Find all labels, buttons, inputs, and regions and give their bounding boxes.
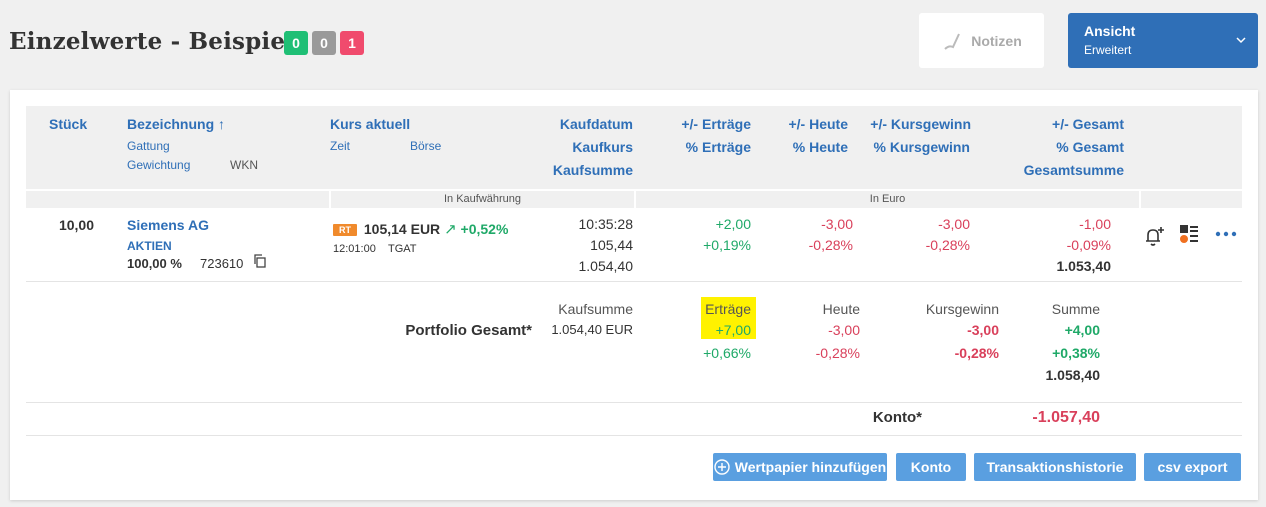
row-name-link[interactable]: Siemens AG xyxy=(127,217,209,233)
sum-pct-kursgewinn: -0,28% xyxy=(954,345,999,361)
row-kursgewinn: -3,00 xyxy=(938,216,970,232)
row-zeit: 12:01:00 xyxy=(333,243,376,255)
sub-gattung[interactable]: Gattung xyxy=(127,139,170,153)
konto-button[interactable]: Konto xyxy=(896,453,966,481)
sub-wkn: WKN xyxy=(230,158,258,172)
col-ertraege[interactable]: +/- Erträge xyxy=(681,116,751,132)
sum-kursgewinn: -3,00 xyxy=(967,322,999,338)
col-gesamtsumme[interactable]: Gesamtsumme xyxy=(1023,162,1124,178)
plus-circle-icon xyxy=(714,459,730,475)
badge-green[interactable]: 0 xyxy=(284,31,308,55)
sub-zeit[interactable]: Zeit xyxy=(330,139,351,153)
arrow-up-right-icon: ↗ xyxy=(444,221,457,238)
more-options-icon[interactable] xyxy=(1214,222,1238,246)
sum-kursgewinn-label: Kursgewinn xyxy=(925,301,999,317)
sum-summe: +4,00 xyxy=(1064,322,1100,338)
row-ertraege: +2,00 xyxy=(715,216,751,232)
transaction-history-button[interactable]: Transaktionshistorie xyxy=(974,453,1136,481)
col-kaufdatum[interactable]: Kaufdatum xyxy=(559,116,633,132)
realtime-badge: RT xyxy=(333,224,357,237)
sub-gewichtung[interactable]: Gewichtung xyxy=(127,158,191,172)
view-value: Erweitert xyxy=(1084,43,1132,57)
sum-kaufsumme: 1.054,40 EUR xyxy=(551,322,633,337)
row-boerse: TGAT xyxy=(388,243,417,255)
band-euro: In Euro xyxy=(636,191,1139,208)
badge-red[interactable]: 1 xyxy=(340,31,364,55)
col-stueck[interactable]: Stück xyxy=(49,116,88,132)
konto-value: -1.057,40 xyxy=(1032,409,1100,426)
row-pct-heute: -0,28% xyxy=(808,237,853,253)
watchlist-icon[interactable] xyxy=(1177,222,1201,246)
col-kursgewinn[interactable]: +/- Kursgewinn xyxy=(870,116,971,132)
sub-boerse[interactable]: Börse xyxy=(410,139,442,153)
row-gewichtung: 100,00 % xyxy=(127,256,182,271)
band-empty-left xyxy=(26,191,329,208)
view-dropdown[interactable]: Ansicht Erweitert xyxy=(1068,13,1258,68)
col-pct-ertraege[interactable]: % Erträge xyxy=(685,139,751,155)
col-pct-kursgewinn[interactable]: % Kursgewinn xyxy=(873,139,970,155)
sum-ertraege-label: Erträge xyxy=(705,301,751,317)
sum-heute-label: Heute xyxy=(822,301,860,317)
col-bezeichnung[interactable]: Bezeichnung ↑ xyxy=(127,116,226,132)
konto-label: Konto* xyxy=(872,409,922,426)
col-kaufkurs[interactable]: Kaufkurs xyxy=(572,139,633,155)
col-heute[interactable]: +/- Heute xyxy=(788,116,848,132)
add-security-label: Wertpapier hinzufügen xyxy=(734,459,887,475)
row-pct-gesamt: -0,09% xyxy=(1066,237,1111,253)
portfolio-label: Portfolio Gesamt* xyxy=(405,322,532,339)
row-stueck: 10,00 xyxy=(58,217,94,233)
sum-kaufsumme-label: Kaufsumme xyxy=(558,301,633,317)
row-pct-ertraege: +0,19% xyxy=(703,237,751,253)
row-kaufkurs: 105,44 xyxy=(590,237,633,253)
divider xyxy=(26,281,1242,282)
row-gattung: AKTIEN xyxy=(127,239,172,253)
table-header xyxy=(26,106,1242,189)
divider xyxy=(26,435,1242,436)
sum-total: 1.058,40 xyxy=(1045,367,1101,383)
chevron-down-icon xyxy=(1236,37,1246,44)
row-gesamtsumme: 1.053,40 xyxy=(1056,258,1112,274)
portfolio-card: Stück Bezeichnung ↑ Gattung Gewichtung W… xyxy=(10,90,1258,500)
band-empty-right xyxy=(1141,191,1242,208)
row-kaufsumme: 1.054,40 xyxy=(578,258,634,274)
notes-label: Notizen xyxy=(971,32,1022,49)
row-kaufdatum: 10:35:28 xyxy=(578,216,634,232)
view-label: Ansicht xyxy=(1084,23,1136,39)
sum-pct-summe: +0,38% xyxy=(1052,345,1100,361)
bell-add-icon[interactable] xyxy=(1142,224,1166,248)
col-gesamt[interactable]: +/- Gesamt xyxy=(1052,116,1124,132)
col-pct-heute[interactable]: % Heute xyxy=(792,139,848,155)
csv-export-button[interactable]: csv export xyxy=(1144,453,1241,481)
sum-pct-ertraege: +0,66% xyxy=(703,345,751,361)
sum-heute: -3,00 xyxy=(828,322,860,338)
sum-ertraege: +7,00 xyxy=(715,322,751,338)
highlight-ertraege xyxy=(701,297,756,339)
add-security-button[interactable]: Wertpapier hinzufügen xyxy=(713,453,887,481)
page-title: Einzelwerte - Beispiel xyxy=(9,28,295,55)
divider xyxy=(26,402,1242,403)
row-pct-kursgewinn: -0,28% xyxy=(925,237,970,253)
sum-summe-label: Summe xyxy=(1051,301,1100,317)
copy-icon[interactable] xyxy=(252,253,268,269)
pen-icon xyxy=(944,33,961,50)
notes-button[interactable]: Notizen xyxy=(919,13,1044,68)
row-kurs-group: RT 105,14 EUR ↗ +0,52% xyxy=(333,220,508,238)
badge-gray[interactable]: 0 xyxy=(312,31,336,55)
col-kurs[interactable]: Kurs aktuell xyxy=(330,116,411,132)
sum-pct-heute: -0,28% xyxy=(815,345,860,361)
col-pct-gesamt[interactable]: % Gesamt xyxy=(1056,139,1124,155)
status-badges: 0 0 1 xyxy=(284,31,364,55)
col-kaufsumme[interactable]: Kaufsumme xyxy=(552,162,633,178)
row-kurs: 105,14 EUR xyxy=(363,221,441,237)
row-wkn: 723610 xyxy=(200,256,244,271)
band-kaufwaehrung: In Kaufwährung xyxy=(331,191,634,208)
row-heute: -3,00 xyxy=(821,216,853,232)
row-kurs-change: +0,52% xyxy=(460,221,509,237)
row-gesamt: -1,00 xyxy=(1079,216,1111,232)
